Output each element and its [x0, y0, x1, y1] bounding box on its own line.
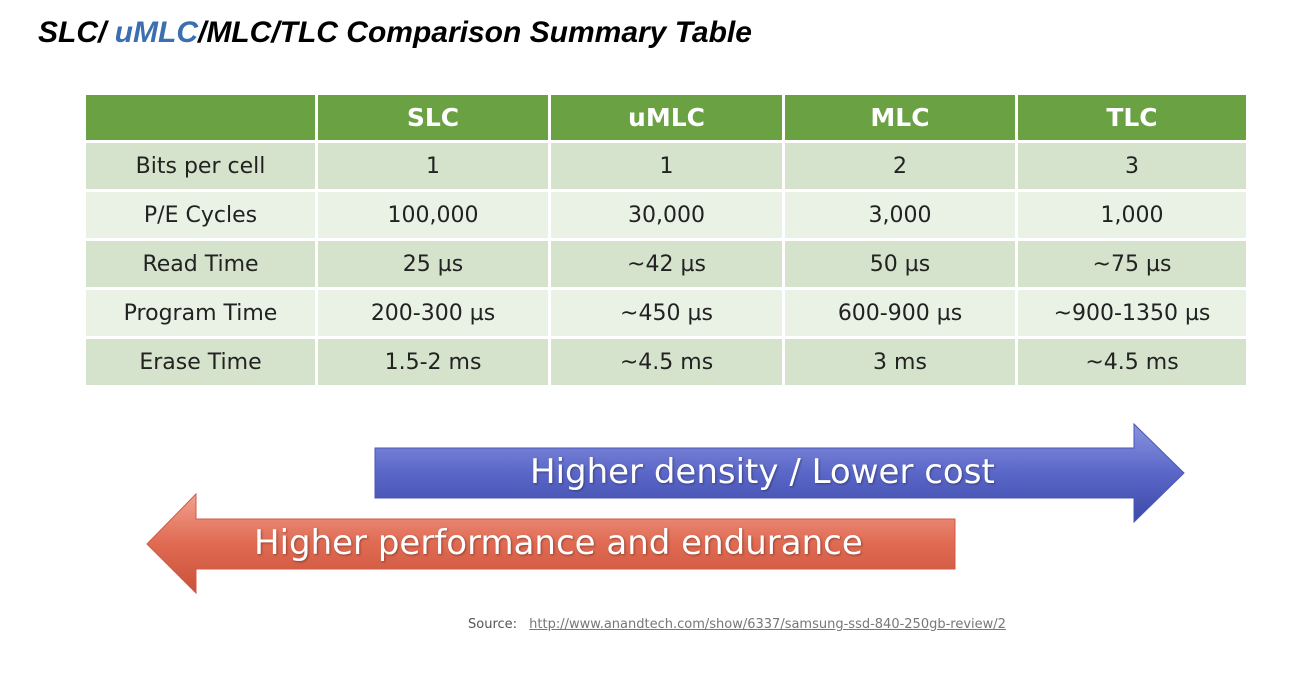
table-cell: 1.5-2 ms: [315, 336, 551, 388]
table-cell: 30,000: [548, 189, 785, 241]
table-cell: 1: [315, 140, 551, 192]
title-part-2: /MLC/TLC Comparison Summary Table: [197, 16, 752, 49]
table-cell: 50 µs: [782, 238, 1018, 290]
table-cell: 25 µs: [315, 238, 551, 290]
table-row: Erase Time 1.5-2 ms ~4.5 ms 3 ms ~4.5 ms: [83, 336, 1249, 388]
table-header-row: SLC uMLC MLC TLC: [83, 92, 1249, 143]
table-row: Bits per cell 1 1 2 3: [83, 140, 1249, 192]
table-cell: 100,000: [315, 189, 551, 241]
table-cell: 600-900 µs: [782, 287, 1018, 339]
table-cell: 1: [548, 140, 785, 192]
table-cell: ~900-1350 µs: [1015, 287, 1249, 339]
title-part-1: SLC/: [38, 16, 115, 49]
header-cell-empty: [83, 92, 318, 143]
source-note: Source: http://www.anandtech.com/show/63…: [468, 617, 1006, 632]
table-cell: 3: [1015, 140, 1249, 192]
table-row: P/E Cycles 100,000 30,000 3,000 1,000: [83, 189, 1249, 241]
arrow-left-label: Higher performance and endurance: [254, 523, 863, 563]
arrow-right-shape: [374, 422, 1185, 524]
header-cell-tlc: TLC: [1015, 92, 1249, 143]
table-row: Read Time 25 µs ~42 µs 50 µs ~75 µs: [83, 238, 1249, 290]
row-label: Erase Time: [83, 336, 318, 388]
arrow-right-label: Higher density / Lower cost: [530, 452, 995, 492]
row-label: Program Time: [83, 287, 318, 339]
arrow-left-shape: [146, 492, 956, 595]
row-label: Bits per cell: [83, 140, 318, 192]
table-cell: ~42 µs: [548, 238, 785, 290]
table-cell: ~450 µs: [548, 287, 785, 339]
table-cell: 1,000: [1015, 189, 1249, 241]
table-row: Program Time 200-300 µs ~450 µs 600-900 …: [83, 287, 1249, 339]
table-cell: ~75 µs: [1015, 238, 1249, 290]
table-cell: ~4.5 ms: [1015, 336, 1249, 388]
table-cell: 3,000: [782, 189, 1018, 241]
table-cell: 2: [782, 140, 1018, 192]
header-cell-mlc: MLC: [782, 92, 1018, 143]
table-cell: 200-300 µs: [315, 287, 551, 339]
row-label: Read Time: [83, 238, 318, 290]
comparison-table: SLC uMLC MLC TLC Bits per cell 1 1 2 3 P…: [83, 92, 1249, 388]
source-label: Source:: [468, 617, 518, 632]
source-link[interactable]: http://www.anandtech.com/show/6337/samsu…: [529, 617, 1006, 632]
title-highlight: uMLC: [114, 16, 198, 49]
table-cell: 3 ms: [782, 336, 1018, 388]
page-title: SLC/ uMLC/MLC/TLC Comparison Summary Tab…: [38, 16, 752, 50]
row-label: P/E Cycles: [83, 189, 318, 241]
header-cell-umlc: uMLC: [548, 92, 785, 143]
table-cell: ~4.5 ms: [548, 336, 785, 388]
header-cell-slc: SLC: [315, 92, 551, 143]
